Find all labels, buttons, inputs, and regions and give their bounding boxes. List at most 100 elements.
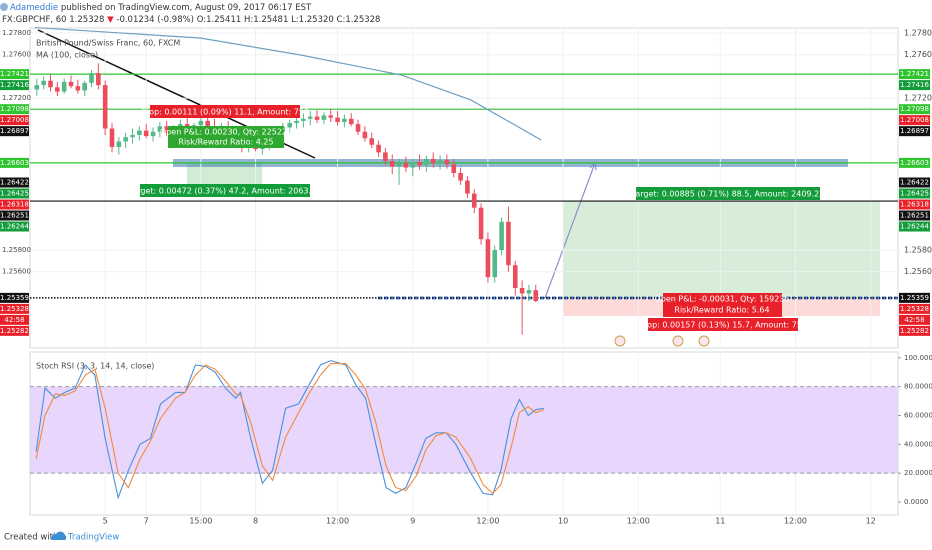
price-label-box: [899, 292, 930, 303]
candle-body: [396, 163, 402, 167]
candle-body: [75, 86, 81, 91]
candle-body: [417, 162, 422, 166]
label-box: [648, 318, 798, 331]
y-tick-label: 1.25800: [904, 246, 932, 255]
price-label: 1.26425: [0, 190, 29, 198]
label-box: [150, 105, 300, 118]
price-label: 1.26251: [900, 212, 929, 220]
candle-body: [389, 161, 395, 167]
candle-body: [519, 287, 525, 294]
price-label-box: [899, 221, 930, 232]
event-icon[interactable]: [698, 335, 710, 347]
candle-body: [376, 144, 381, 153]
label-box: [140, 184, 310, 197]
price-label-box: [0, 157, 29, 168]
y-tick-label: 1.27800: [904, 28, 932, 37]
footer: Created with TradingView: [4, 531, 119, 543]
price-label-box: [899, 177, 930, 188]
price-label: 42:58: [904, 316, 924, 324]
price-label-box: [899, 104, 930, 115]
brand[interactable]: TradingView: [67, 533, 119, 543]
candle-body: [410, 162, 416, 168]
candle-body: [48, 80, 53, 88]
plot: 5 7 15:00 8 12:00 9 12:00 10 12:00 11 12:00 12 1.278…: [2, 26, 932, 526]
short-target-zone: [187, 163, 262, 185]
price-label: 1.27421: [0, 70, 29, 78]
candle-body: [342, 118, 347, 122]
price-label-box: [0, 325, 29, 336]
price-label: 1.26244: [900, 223, 929, 231]
header: Adameddie published on TradingView.com, …: [0, 3, 380, 25]
short-target-label: Target: 0.00472 (0.37%) 47.2, Amount: 20…: [128, 187, 321, 196]
y-tick-label: 40.0000: [904, 440, 932, 448]
projection-arrow: [544, 162, 596, 299]
change-arrow: ▼: [107, 15, 114, 25]
candle-body: [321, 115, 327, 120]
candle-body: [512, 265, 518, 288]
long-target-zone: [563, 201, 880, 298]
y-tick-label: 20.0000: [904, 469, 932, 477]
price-label: 1.27416: [0, 81, 29, 89]
price-label-box: [0, 177, 29, 188]
price-label-box: [899, 210, 930, 221]
candle-body: [437, 159, 443, 164]
candle-body: [424, 158, 429, 166]
moving-average: [34, 26, 542, 141]
event-icon[interactable]: [614, 335, 626, 347]
price-label-box: [0, 115, 29, 126]
candle-body: [89, 73, 94, 83]
price-label: 1.26318: [0, 201, 29, 209]
price-label: 1.27098: [0, 105, 29, 113]
price-label: 1.26897: [900, 127, 929, 135]
y-tick-label: 1.25600: [2, 268, 31, 276]
candle-body: [362, 131, 368, 139]
candle-body: [458, 172, 463, 181]
price-label: 1.25359: [0, 294, 29, 302]
symbol-title: British Pound/Swiss Franc, 60, FXCM: [36, 39, 180, 48]
label-box: [168, 126, 284, 148]
price-label-box: [0, 314, 29, 325]
y-tick-label: 1.27200: [904, 94, 932, 103]
candle-body: [465, 180, 470, 194]
candle-body: [198, 120, 204, 126]
price-label: 1.27098: [900, 105, 929, 113]
candle-body: [533, 290, 539, 302]
x-tick-label: 8: [253, 517, 258, 526]
short-rr-label: Risk/Reward Ratio: 4.25: [178, 138, 273, 147]
y-tick-label: 1.27600: [904, 50, 932, 59]
long-stop-label: Stop: 0.00157 (0.13%) 15.7, Amount: 750: [639, 321, 807, 330]
stoch-title: Stoch RSI (3, 3, 14, 14, close): [36, 362, 154, 371]
x-tick-label: 10: [558, 517, 568, 526]
price-label-box: [899, 303, 930, 314]
candle-body: [205, 120, 211, 127]
event-icon[interactable]: [672, 335, 684, 347]
band: [30, 386, 898, 474]
price-label: 1.27008: [0, 116, 29, 124]
price-label: 1.26603: [0, 159, 29, 167]
price-label: 1.25328: [0, 305, 29, 313]
price-label: 1.26251: [0, 212, 29, 220]
x-tick-label: 7: [144, 517, 149, 526]
candle-body: [143, 130, 149, 137]
price-label-box: [899, 188, 930, 199]
price-label: 1.25282: [0, 327, 29, 335]
price-labels: 1.27421 1.27421 1.27416 1.27416 1.27098 1.270…: [0, 69, 930, 336]
price-label-box: [899, 325, 930, 336]
y-tick-label: 80.0000: [904, 383, 932, 391]
candle-body: [294, 120, 299, 124]
candle-body: [68, 81, 74, 87]
candle-body: [41, 80, 46, 86]
y-tick-label: 1.25600: [904, 267, 932, 276]
ohlc: O:1.25411 H:1.25481 L:1.25320 C:1.25328: [197, 15, 381, 25]
y-tick-label: 1.25800: [2, 246, 31, 254]
price-label-box: [0, 199, 29, 210]
price-label: 42:58: [4, 316, 24, 324]
candle-body: [430, 158, 436, 164]
candle-body: [61, 81, 67, 92]
price-label: 1.26422: [0, 179, 29, 187]
long-pnl-label: Open P&L: -0.00031, Qty: 159235: [654, 295, 789, 304]
candle-body: [369, 138, 375, 145]
candle-body: [492, 250, 498, 278]
author[interactable]: Adameddie: [10, 3, 58, 13]
